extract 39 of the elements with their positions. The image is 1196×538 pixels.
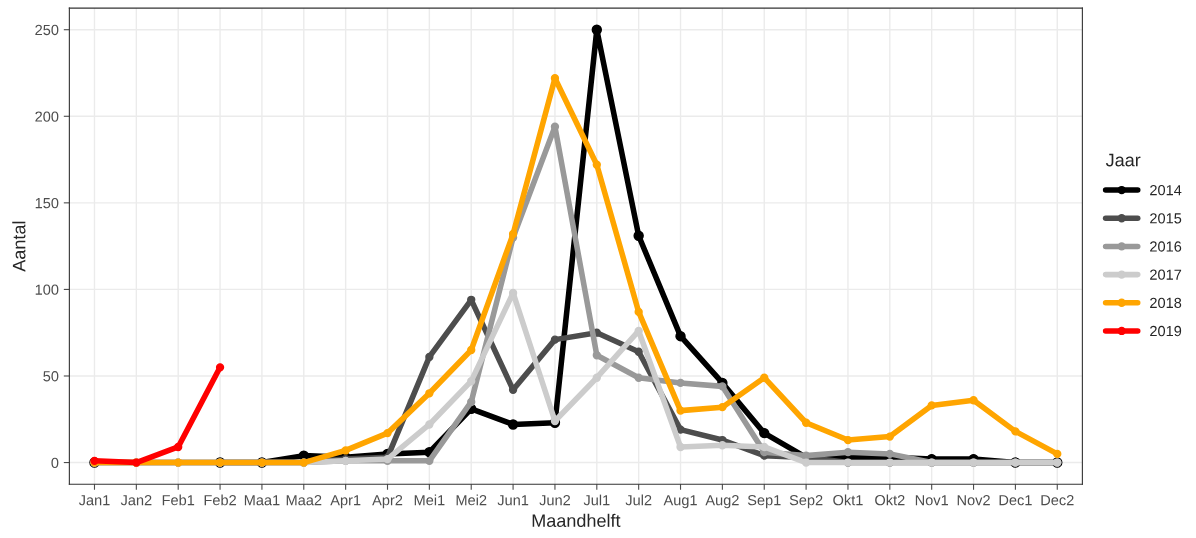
x-tick-label: Okt2 [875,494,905,506]
legend-label: 2014 [1150,184,1182,196]
x-tick-label: Feb1 [162,494,195,506]
x-tick-label: Aug2 [705,495,739,509]
x-tick-label: Okt1 [833,494,863,506]
x-tick-label: Jul1 [583,494,610,506]
x-tick-label: Nov1 [915,495,948,506]
x-tick-label: Apr1 [330,495,361,509]
x-tick-label: Sep1 [747,495,781,509]
x-tick-label: Jan1 [78,495,110,506]
x-tick-label: Jan2 [120,495,152,506]
x-tick-label: Mei2 [456,494,487,506]
legend-label: 2018 [1150,297,1182,309]
x-axis-title: Maandhelft [532,513,621,528]
x-tick-label: Jul2 [625,494,652,506]
y-tick-label: 150 [35,197,59,209]
y-tick-label: 250 [35,24,59,36]
y-tick-label: 50 [43,371,59,382]
x-tick-label: Nov2 [957,495,990,506]
y-tick-label: 200 [35,111,59,122]
x-tick-label: Maa2 [286,495,322,506]
x-tick-label: Aug1 [663,495,697,509]
legend-title: Jaar [1105,153,1141,167]
x-tick-label: Feb2 [204,494,236,506]
y-axis-title: Aantal [12,221,26,272]
x-tick-label: Dec1 [999,495,1032,506]
y-tick-label: 100 [35,284,59,295]
x-tick-label: Mei1 [414,494,445,506]
x-tick-label: Jun1 [497,495,529,506]
x-tick-label: Maa1 [244,495,280,506]
x-tick-label: Dec2 [1041,495,1074,506]
legend-label: 2017 [1150,269,1182,280]
y-tick-label: 0 [51,457,59,468]
legend-label: 2015 [1150,213,1182,224]
x-tick-label: Sep2 [789,495,823,509]
legend-label: 2016 [1150,241,1182,252]
legend-label: 2019 [1150,325,1182,337]
x-tick-label: Apr2 [372,495,403,509]
x-tick-label: Jun2 [539,495,571,506]
